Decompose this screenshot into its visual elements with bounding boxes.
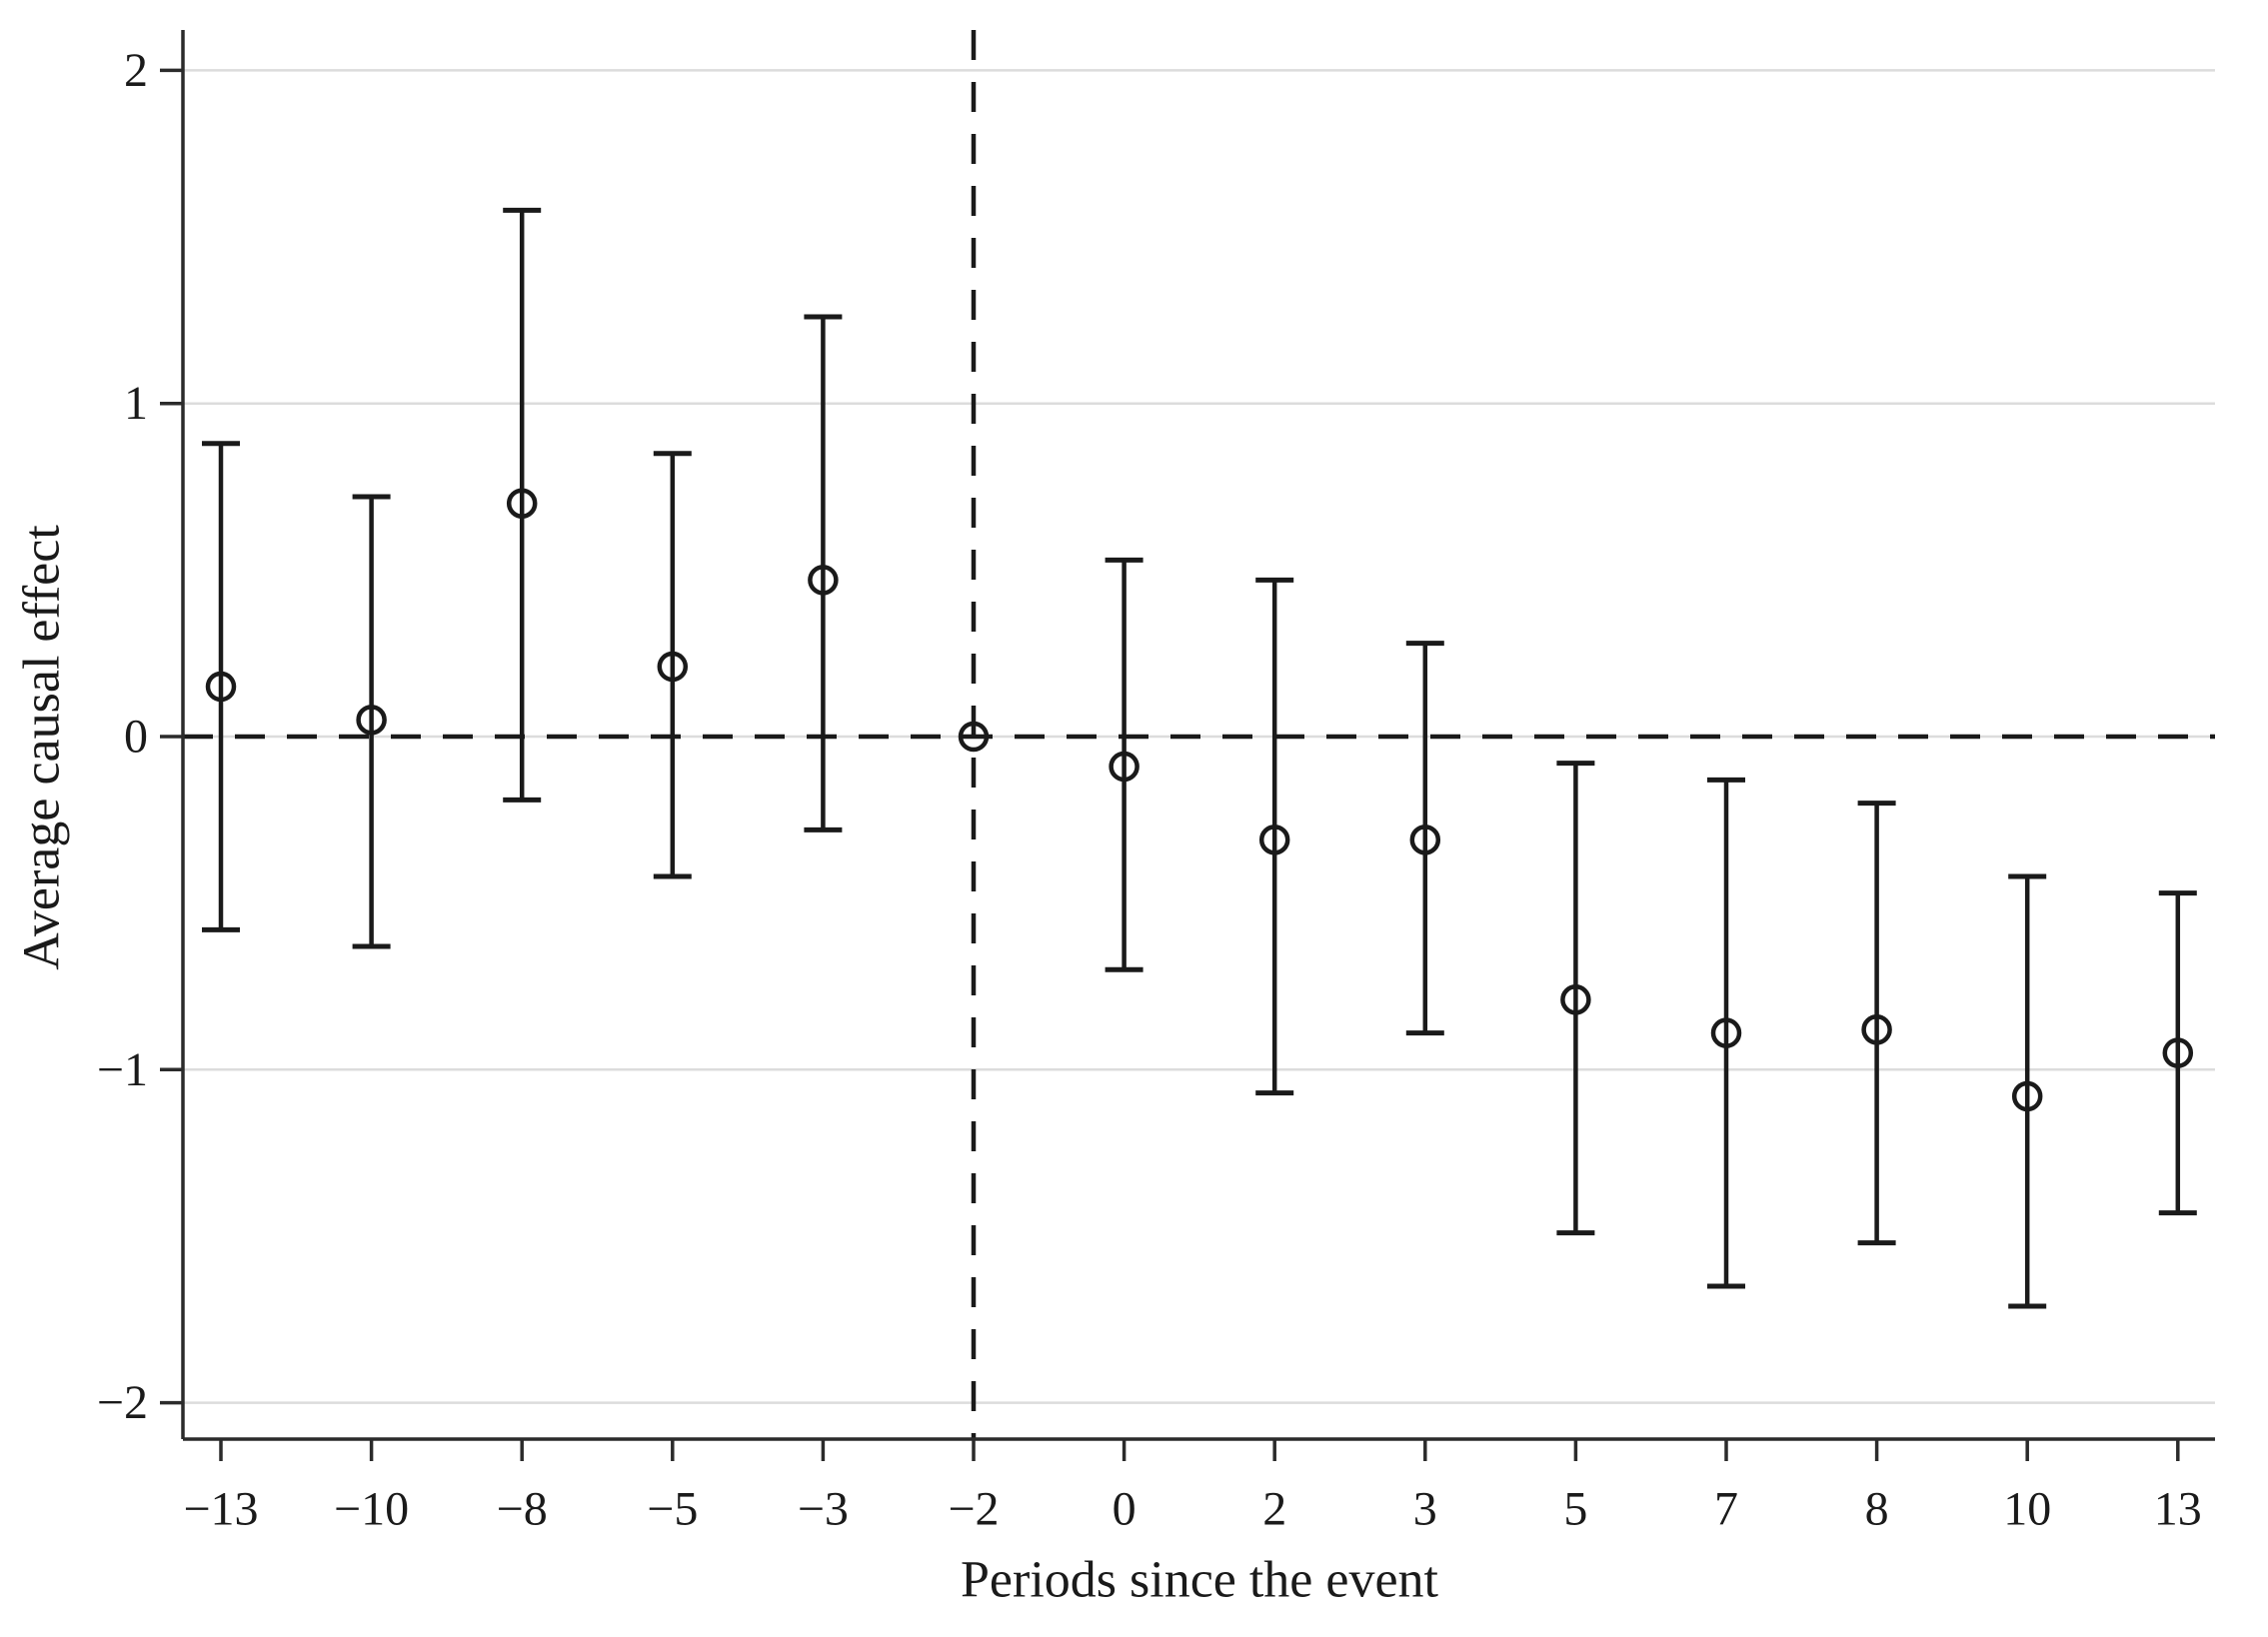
x-tick-label: −10	[334, 1483, 409, 1536]
x-tick-label: −13	[183, 1483, 258, 1536]
point-marker	[2162, 1037, 2194, 1068]
x-axis-title: Periods since the event	[961, 1551, 1438, 1609]
point-marker	[2011, 1080, 2043, 1112]
x-tick-label: 2	[1262, 1483, 1286, 1536]
point-marker	[205, 671, 237, 703]
x-tick-label: 5	[1563, 1483, 1587, 1536]
x-tick-label: 7	[1714, 1483, 1738, 1536]
x-tick-label: 3	[1413, 1483, 1437, 1536]
x-tick-label: 8	[1865, 1483, 1889, 1536]
y-tick-label: −1	[97, 1043, 148, 1096]
y-tick-label: 1	[124, 377, 148, 430]
y-tick-label: −2	[97, 1376, 148, 1429]
x-tick-label: −2	[948, 1483, 999, 1536]
y-axis-title: Average causal effect	[13, 525, 71, 970]
x-tick-label: −8	[497, 1483, 548, 1536]
x-tick-label: −3	[798, 1483, 849, 1536]
x-tick-label: 10	[2003, 1483, 2051, 1536]
y-tick-label: 2	[124, 44, 148, 97]
point-marker	[356, 705, 387, 736]
point-marker	[657, 651, 689, 683]
x-tick-label: 13	[2154, 1483, 2202, 1536]
x-tick-label: 0	[1113, 1483, 1136, 1536]
x-tick-label: −5	[647, 1483, 698, 1536]
point-marker	[1861, 1014, 1892, 1045]
point-marker	[506, 488, 538, 519]
point-marker	[1109, 751, 1139, 783]
point-marker	[1409, 824, 1441, 855]
point-marker	[1258, 824, 1290, 855]
y-tick-label: 0	[124, 711, 148, 764]
point-marker	[1560, 984, 1591, 1015]
point-marker	[1710, 1017, 1742, 1048]
point-marker	[808, 565, 839, 596]
point-marker	[958, 721, 990, 753]
